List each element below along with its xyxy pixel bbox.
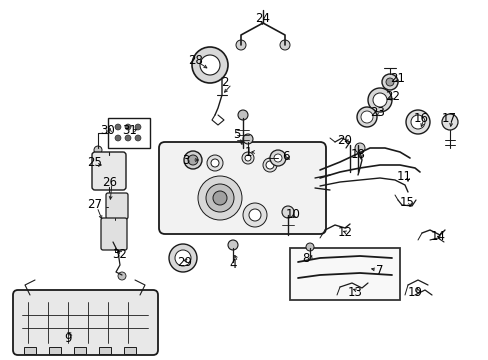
Text: 21: 21	[390, 72, 405, 85]
Text: 13: 13	[347, 287, 362, 300]
Text: 16: 16	[413, 112, 427, 125]
Text: 12: 12	[337, 226, 352, 239]
Text: 11: 11	[396, 170, 411, 183]
Circle shape	[381, 74, 397, 90]
Circle shape	[125, 135, 131, 141]
Text: 8: 8	[302, 252, 309, 265]
Circle shape	[94, 146, 102, 154]
Circle shape	[213, 191, 226, 205]
Circle shape	[210, 159, 219, 167]
Circle shape	[244, 155, 250, 161]
Bar	[108, 118, 150, 148]
Circle shape	[385, 78, 393, 86]
Text: 22: 22	[385, 90, 400, 104]
Text: 27: 27	[87, 198, 102, 211]
Circle shape	[367, 88, 391, 112]
Circle shape	[118, 272, 126, 280]
Bar	[99, 347, 111, 354]
Text: 2: 2	[221, 77, 228, 90]
Text: 26: 26	[102, 176, 117, 189]
Text: 18: 18	[350, 148, 365, 162]
Text: 9: 9	[64, 332, 72, 345]
Text: 20: 20	[337, 134, 352, 147]
Circle shape	[115, 124, 121, 130]
Circle shape	[242, 152, 253, 164]
Circle shape	[135, 135, 141, 141]
Text: 28: 28	[188, 54, 203, 67]
Circle shape	[282, 206, 293, 218]
Text: 24: 24	[255, 12, 270, 24]
Circle shape	[243, 134, 252, 144]
Circle shape	[356, 107, 376, 127]
Circle shape	[238, 110, 247, 120]
Circle shape	[360, 111, 372, 123]
Text: 32: 32	[112, 248, 127, 261]
Circle shape	[183, 151, 202, 169]
Circle shape	[265, 161, 273, 169]
Circle shape	[169, 244, 197, 272]
Circle shape	[243, 203, 266, 227]
Circle shape	[175, 250, 191, 266]
Circle shape	[187, 155, 198, 165]
Circle shape	[410, 115, 424, 129]
Text: 15: 15	[399, 195, 414, 208]
Text: 23: 23	[370, 107, 385, 120]
Circle shape	[405, 110, 429, 134]
Circle shape	[135, 124, 141, 130]
Circle shape	[269, 150, 285, 166]
Circle shape	[198, 176, 242, 220]
Circle shape	[192, 47, 227, 83]
FancyBboxPatch shape	[13, 290, 158, 355]
Circle shape	[280, 40, 289, 50]
Text: 5: 5	[233, 129, 240, 141]
Circle shape	[372, 93, 386, 107]
Text: 6: 6	[282, 150, 289, 163]
Text: 25: 25	[87, 157, 102, 170]
Text: 3: 3	[182, 153, 189, 166]
FancyBboxPatch shape	[106, 193, 128, 219]
Circle shape	[273, 154, 282, 162]
Text: 17: 17	[441, 112, 456, 125]
Circle shape	[200, 55, 220, 75]
Circle shape	[305, 243, 313, 251]
FancyBboxPatch shape	[92, 152, 126, 190]
Bar	[124, 347, 136, 354]
Text: 31: 31	[122, 123, 137, 136]
Bar	[24, 347, 36, 354]
Bar	[289, 248, 399, 300]
Text: 29: 29	[177, 256, 192, 270]
Circle shape	[115, 135, 121, 141]
Text: 14: 14	[429, 230, 445, 243]
Circle shape	[227, 240, 238, 250]
Circle shape	[236, 40, 245, 50]
Text: 7: 7	[375, 264, 383, 276]
Text: 10: 10	[285, 208, 300, 221]
Text: 30: 30	[101, 123, 115, 136]
Circle shape	[206, 155, 223, 171]
Text: 19: 19	[407, 287, 422, 300]
FancyBboxPatch shape	[101, 218, 127, 250]
Bar	[49, 347, 61, 354]
Bar	[74, 347, 86, 354]
Circle shape	[248, 209, 261, 221]
Circle shape	[441, 114, 457, 130]
Text: 1: 1	[244, 145, 251, 158]
Circle shape	[354, 143, 364, 153]
Circle shape	[263, 158, 276, 172]
Circle shape	[205, 184, 234, 212]
Circle shape	[125, 124, 131, 130]
FancyBboxPatch shape	[159, 142, 325, 234]
Text: 4: 4	[229, 258, 236, 271]
